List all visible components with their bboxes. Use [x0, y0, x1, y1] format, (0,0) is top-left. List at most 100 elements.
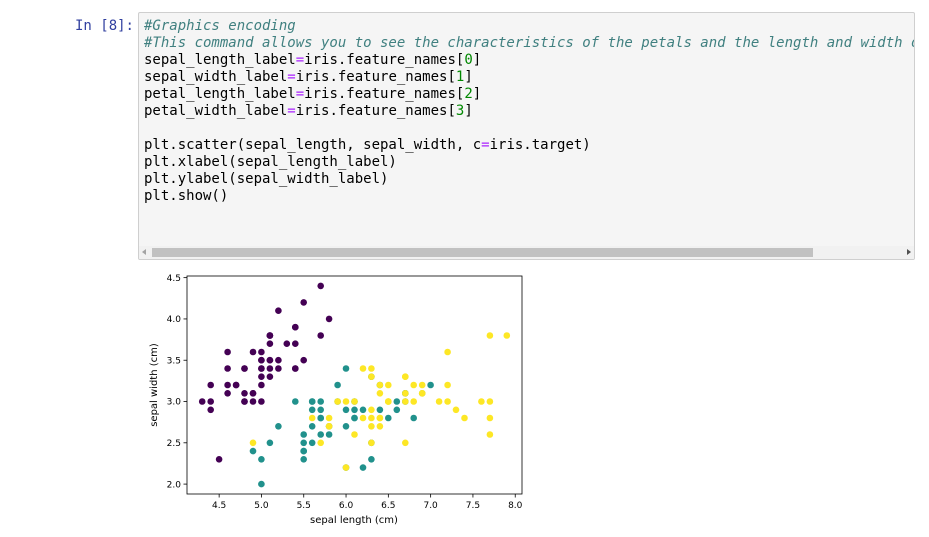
scatter-point — [351, 431, 358, 438]
scatter-point — [266, 332, 274, 339]
x-tick-label: 7.5 — [466, 501, 480, 511]
code-editor[interactable]: #Graphics encoding #This command allows … — [144, 18, 915, 205]
scatter-point — [325, 423, 333, 430]
x-tick-label: 6.0 — [339, 501, 354, 511]
scatter-point — [359, 464, 367, 471]
scatter-point — [317, 282, 324, 290]
scatter-point — [241, 398, 248, 405]
scatter-point — [325, 431, 333, 438]
scatter-point — [224, 381, 231, 389]
scatter-point — [258, 356, 265, 364]
x-axis-label: sepal length (cm) — [310, 515, 398, 526]
scatter-point — [292, 340, 299, 347]
scatter-point — [249, 447, 257, 455]
horizontal-scrollbar[interactable] — [139, 246, 914, 259]
scatter-point — [359, 406, 367, 414]
scatter-point — [351, 406, 358, 414]
scatter-point — [292, 323, 299, 331]
scatter-point — [198, 398, 206, 405]
scatter-point — [376, 423, 384, 430]
scatter-point — [376, 390, 384, 397]
x-tick-label: 5.5 — [297, 501, 311, 511]
scatter-point — [207, 381, 214, 389]
scatter-point — [334, 381, 341, 389]
scatter-point — [385, 414, 392, 422]
y-axis-ticks: 2.0 2.5 3.0 3.5 4.0 4.5 — [167, 274, 187, 490]
y-tick-label: 2.5 — [167, 439, 181, 449]
scatter-point — [325, 414, 333, 422]
scrollbar-thumb[interactable] — [152, 248, 813, 257]
code-line[interactable]: plt.ylabel(sepal_width_label) — [144, 171, 389, 187]
scatter-point — [368, 414, 375, 422]
scatter-point — [266, 340, 274, 347]
scatter-point — [300, 356, 307, 364]
scatter-point — [418, 381, 426, 389]
scatter-point — [444, 381, 451, 389]
scatter-point — [308, 423, 316, 430]
scatter-point — [232, 381, 240, 389]
scatter-point — [402, 439, 409, 447]
code-line[interactable]: #Graphics encoding — [144, 18, 296, 34]
code-line[interactable]: sepal_width_label=iris.feature_names[1] — [144, 69, 473, 85]
scatter-point — [342, 423, 350, 430]
scatter-point — [266, 373, 274, 380]
code-line[interactable]: plt.xlabel(sepal_length_label) — [144, 154, 397, 170]
scatter-point — [258, 480, 265, 488]
scatter-point — [444, 398, 451, 405]
scatter-chart: 4.5 5.0 5.5 6.0 6.5 7.0 7.5 8.0 2.0 2.5 3.0 3.5 4.0… — [149, 274, 523, 526]
scatter-point — [342, 365, 350, 372]
cell-output: 4.5 5.0 5.5 6.0 6.5 7.0 7.5 8.0 2.0 2.5 3.0 3.5 4.0… — [140, 268, 530, 530]
scatter-point — [503, 332, 511, 339]
scatter-point — [317, 431, 324, 438]
scatter-point — [342, 398, 350, 405]
code-cell[interactable]: #Graphics encoding #This command allows … — [138, 12, 915, 260]
code-line[interactable]: sepal_length_label=iris.feature_names[0] — [144, 52, 482, 68]
scatter-point — [275, 365, 282, 372]
scatter-point — [215, 456, 223, 463]
scatter-point — [461, 414, 468, 422]
x-tick-label: 4.5 — [212, 501, 226, 511]
scatter-point — [207, 406, 214, 414]
scatter-point — [292, 365, 299, 372]
scatter-point — [300, 456, 307, 463]
scroll-right-arrow-icon[interactable] — [907, 249, 911, 255]
y-tick-label: 4.0 — [167, 315, 182, 325]
scatter-point — [486, 414, 494, 422]
scatter-point — [249, 439, 257, 447]
scatter-point — [258, 348, 265, 356]
code-line[interactable]: petal_length_label=iris.feature_names[2] — [144, 86, 482, 102]
x-tick-label: 6.5 — [381, 501, 395, 511]
scatter-point — [207, 398, 214, 405]
code-line[interactable]: petal_width_label=iris.feature_names[3] — [144, 103, 473, 119]
code-line[interactable]: #This command allows you to see the char… — [144, 35, 915, 51]
scatter-point — [317, 332, 324, 339]
y-tick-label: 2.0 — [167, 480, 182, 490]
scatter-point — [418, 390, 426, 397]
scatter-point — [283, 340, 291, 347]
scatter-point — [308, 398, 316, 405]
scatter-point — [402, 390, 409, 397]
code-line[interactable]: plt.show() — [144, 188, 229, 204]
scatter-point — [368, 456, 375, 463]
scatter-point — [325, 315, 333, 323]
scatter-point — [385, 398, 392, 405]
scatter-point — [300, 299, 307, 306]
scatter-point — [376, 381, 384, 389]
scatter-point — [368, 365, 375, 372]
code-line[interactable]: plt.scatter(sepal_length, sepal_width, c… — [144, 137, 591, 153]
scatter-point — [258, 456, 265, 463]
scatter-point — [444, 348, 451, 356]
scatter-point — [376, 414, 384, 422]
scatter-point — [258, 398, 265, 405]
scatter-point — [266, 439, 274, 447]
scroll-left-arrow-icon[interactable] — [142, 249, 146, 255]
y-tick-label: 4.5 — [167, 274, 181, 284]
y-tick-label: 3.0 — [167, 398, 182, 408]
scatter-point — [368, 439, 375, 447]
scatter-point — [410, 381, 418, 389]
scatter-point — [275, 423, 282, 430]
y-axis-label: sepal width (cm) — [149, 343, 160, 427]
scatter-point — [292, 398, 299, 405]
scatter-point — [300, 447, 307, 455]
scatter-point — [402, 398, 409, 405]
